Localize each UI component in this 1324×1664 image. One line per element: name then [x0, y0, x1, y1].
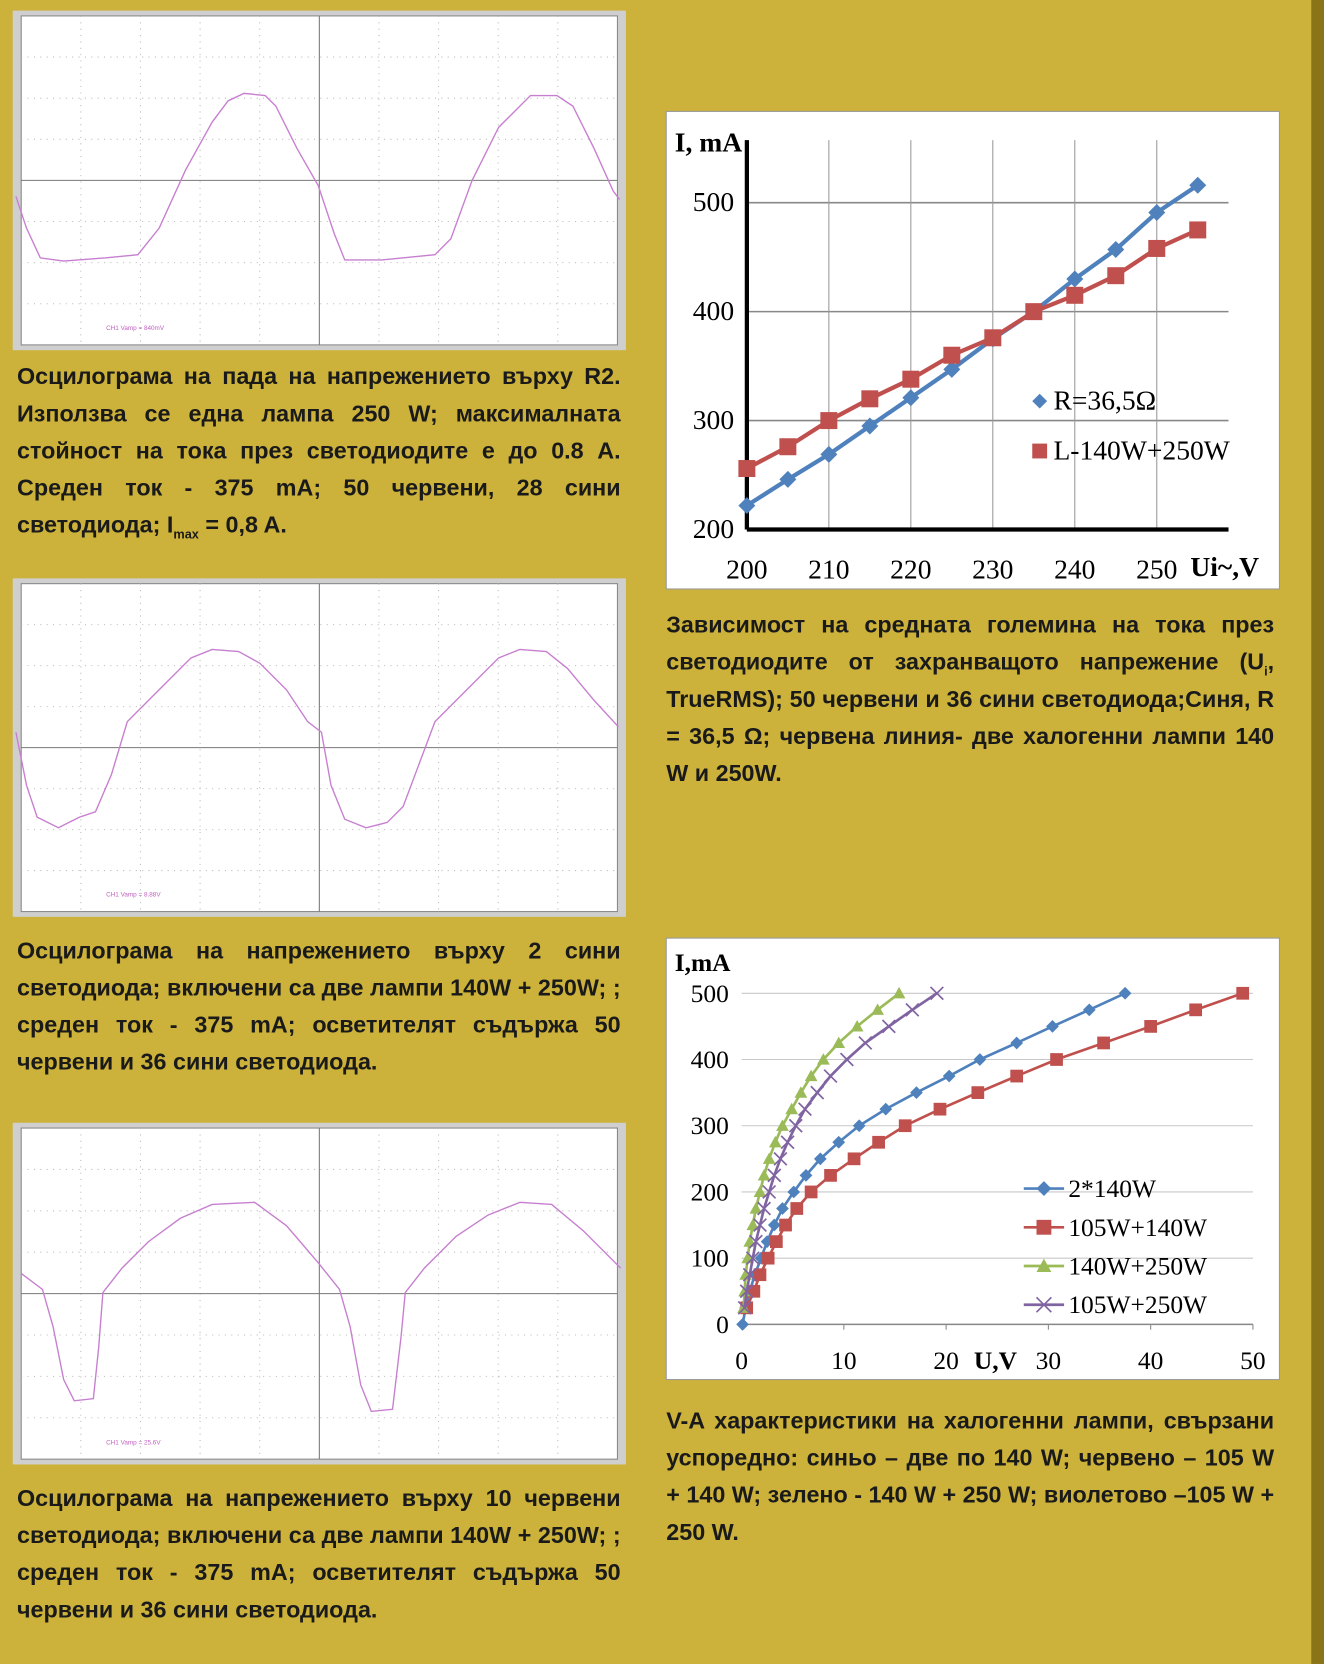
caption: Зависимост на средната големина на тока …	[666, 606, 1274, 792]
marker	[820, 412, 837, 429]
y-tick-label: 500	[691, 979, 729, 1008]
y-tick-label: 100	[691, 1244, 729, 1273]
caption-text: Осцилограма на пада на напрежението върх…	[17, 363, 621, 538]
x-tick-label: 230	[972, 553, 1013, 584]
marker	[1050, 1053, 1063, 1066]
marker	[1066, 287, 1083, 304]
marker	[1097, 1037, 1110, 1050]
legend-label: 140W+250W	[1068, 1251, 1207, 1280]
page-body: CH1 Vamp = 840mV CH1 Vamp = 8.88V CH1 Vamp…	[0, 0, 1324, 1664]
legend-marker	[1032, 444, 1047, 459]
caption: Осцилограма на напрежението върху 10 чер…	[17, 1479, 621, 1628]
x-tick-label: 200	[726, 553, 767, 584]
y-tick-label: 200	[691, 1177, 729, 1206]
marker	[790, 1202, 803, 1215]
marker	[943, 347, 960, 364]
caption: Осцилограма на напрежението върху 2 сини…	[17, 932, 621, 1081]
y-tick-label: 0	[716, 1310, 729, 1339]
chart-frame	[666, 111, 1279, 589]
marker	[779, 1219, 792, 1232]
y-tick-label: 400	[691, 1045, 729, 1074]
x-axis-label: Ui~,V	[1190, 551, 1259, 582]
y-axis-label: I,mA	[675, 948, 731, 977]
caption-text: = 0,8 A.	[199, 511, 287, 538]
y-tick-label: 200	[693, 513, 734, 544]
marker	[984, 329, 1001, 346]
y-tick-label: 300	[691, 1111, 729, 1140]
marker	[902, 371, 919, 388]
scope-label: CH1 Vamp = 8.88V	[106, 892, 161, 899]
x-tick-label: 240	[1054, 553, 1095, 584]
x-tick-label: 220	[890, 553, 931, 584]
y-tick-label: 500	[693, 186, 734, 217]
marker	[899, 1119, 912, 1132]
marker	[824, 1169, 837, 1182]
caption: V-A характеристики на халогенни лампи, с…	[666, 1402, 1274, 1551]
caption-text: V-A характеристики на халогенни лампи, с…	[666, 1407, 1274, 1545]
marker	[1189, 1003, 1202, 1016]
legend-marker	[1036, 1220, 1051, 1235]
x-tick-label: 30	[1036, 1346, 1061, 1375]
y-tick-label: 300	[693, 404, 734, 435]
x-tick-label: 50	[1240, 1346, 1265, 1375]
marker	[754, 1268, 767, 1281]
caption: Осцилограма на пада на напрежението върх…	[17, 358, 621, 544]
marker	[861, 390, 878, 407]
caption-text: Осцилограма на напрежението върху 2 сини…	[17, 937, 621, 1075]
legend-label: L-140W+250W	[1053, 434, 1229, 465]
marker	[779, 438, 796, 455]
edge-stripe	[1311, 0, 1324, 1664]
y-tick-label: 400	[693, 295, 734, 326]
caption-text: Зависимост на средната големина на тока …	[666, 611, 1274, 675]
marker	[805, 1186, 818, 1199]
marker	[971, 1086, 984, 1099]
y-axis-label: I, mA	[675, 127, 742, 158]
x-tick-label: 10	[831, 1346, 856, 1375]
marker	[848, 1152, 861, 1165]
marker	[1010, 1070, 1023, 1083]
marker	[1107, 267, 1124, 284]
x-tick-label: 0	[735, 1346, 748, 1375]
scope-label: CH1 Vamp = 840mV	[106, 325, 165, 332]
x-tick-label: 250	[1136, 553, 1177, 584]
marker	[872, 1136, 885, 1149]
marker	[1236, 987, 1249, 1000]
legend-label: 105W+250W	[1068, 1290, 1207, 1319]
x-tick-label: 210	[808, 553, 849, 584]
marker	[1025, 303, 1042, 320]
legend-label: 2*140W	[1068, 1174, 1156, 1203]
page: CH1 Vamp = 840mV CH1 Vamp = 8.88V CH1 Vamp…	[0, 0, 1324, 1664]
legend-label: R=36,5Ω	[1053, 385, 1156, 416]
legend-label: 105W+140W	[1068, 1213, 1207, 1242]
caption-subscript: max	[173, 527, 198, 542]
x-axis-label: U,V	[974, 1346, 1018, 1375]
caption-text: Осцилограма на напрежението върху 10 чер…	[17, 1485, 621, 1623]
marker	[1189, 221, 1206, 238]
scope-label: CH1 Vamp = 25.6V	[106, 1439, 161, 1446]
marker	[934, 1103, 947, 1116]
marker	[1148, 240, 1165, 257]
marker	[762, 1252, 775, 1265]
marker	[770, 1235, 783, 1248]
x-tick-label: 40	[1138, 1346, 1163, 1375]
marker	[738, 460, 755, 477]
marker	[1144, 1020, 1157, 1033]
x-tick-label: 20	[933, 1346, 958, 1375]
